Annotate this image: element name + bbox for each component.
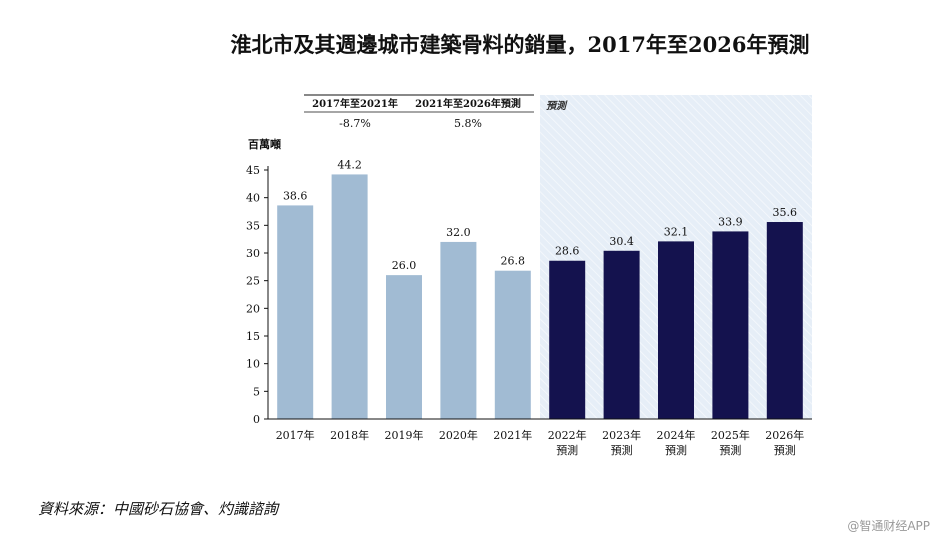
x-tick-label: 2017年 — [276, 428, 315, 442]
bar-2022年 — [549, 260, 586, 419]
data-label: 28.6 — [555, 245, 580, 258]
data-label: 30.4 — [609, 235, 634, 248]
data-label: 26.0 — [392, 259, 417, 272]
source-note: 資料來源：中國砂石協會、灼識諮詢 — [38, 500, 280, 518]
bar-2021年 — [494, 270, 531, 419]
x-tick-label: 2018年 — [330, 428, 369, 442]
data-label: 35.6 — [773, 206, 798, 219]
x-tick-label: 2019年 — [385, 428, 424, 442]
cagr-period-1: 2017年至2021年 — [312, 97, 398, 110]
data-label: 44.2 — [337, 158, 362, 171]
bar-2023年 — [603, 250, 640, 419]
bar-2024年 — [658, 241, 694, 419]
forecast-tag: 預測 — [546, 100, 568, 112]
y-tick-label: 30 — [246, 247, 260, 260]
y-axis: 0 5 10 15 20 25 30 35 40 45 — [246, 164, 269, 426]
y-tick-label: 35 — [246, 219, 260, 232]
y-tick-label: 25 — [246, 275, 260, 288]
data-label: 32.1 — [664, 225, 689, 238]
x-tick-sublabel: 預測 — [774, 443, 796, 457]
x-tick-label: 2020年 — [439, 428, 478, 442]
cagr-value-2: 5.8% — [454, 117, 482, 130]
x-tick-label: 2021年 — [493, 428, 532, 442]
y-tick-label: 45 — [246, 164, 260, 177]
x-tick-label: 2023年 — [602, 428, 641, 442]
y-tick-label: 10 — [246, 358, 260, 371]
y-tick-label: 40 — [246, 192, 260, 205]
y-tick-label: 5 — [253, 385, 260, 398]
cagr-value-1: -8.7% — [339, 117, 371, 130]
x-tick-sublabel: 預測 — [611, 443, 633, 457]
x-tick-sublabel: 預測 — [556, 443, 578, 457]
data-labels: 38.6 44.2 26.0 32.0 26.8 28.6 30.4 32.1 33.9 35.6 — [283, 158, 797, 272]
x-tick-sublabel: 預測 — [665, 443, 687, 457]
x-tick-label: 2022年 — [548, 428, 587, 442]
bar-2019年 — [386, 275, 422, 419]
bar-2017年 — [277, 205, 314, 419]
cagr-period-2: 2021年至2026年預測 — [415, 97, 521, 110]
data-label: 26.8 — [501, 255, 526, 268]
data-label: 33.9 — [718, 215, 743, 228]
data-label: 38.6 — [283, 189, 308, 202]
data-label: 32.0 — [446, 226, 471, 239]
x-axis: 2017年 2018年 2019年 2020年 2021年 2022年預測2023年預測2… — [268, 418, 812, 457]
bar-2026年 — [766, 222, 803, 419]
bar-2020年 — [440, 241, 477, 419]
y-tick-label: 20 — [246, 302, 260, 315]
y-tick-label: 0 — [253, 413, 260, 426]
watermark: @智通财经APP — [847, 518, 930, 533]
x-tick-label: 2025年 — [711, 428, 750, 442]
chart-title: 淮北市及其週邊城市建築骨料的銷量，2017年至2026年預測 — [231, 32, 810, 57]
cagr-table: 2017年至2021年 2021年至2026年預測 -8.7% 5.8% — [304, 94, 534, 130]
x-tick-label: 2024年 — [657, 428, 696, 442]
y-axis-label: 百萬噸 — [248, 137, 281, 151]
x-tick-label: 2026年 — [765, 428, 804, 442]
bar-series — [277, 174, 803, 419]
bar-2025年 — [712, 231, 749, 419]
bar-2018年 — [331, 174, 368, 419]
y-tick-label: 15 — [246, 330, 260, 343]
x-tick-sublabel: 預測 — [719, 443, 741, 457]
